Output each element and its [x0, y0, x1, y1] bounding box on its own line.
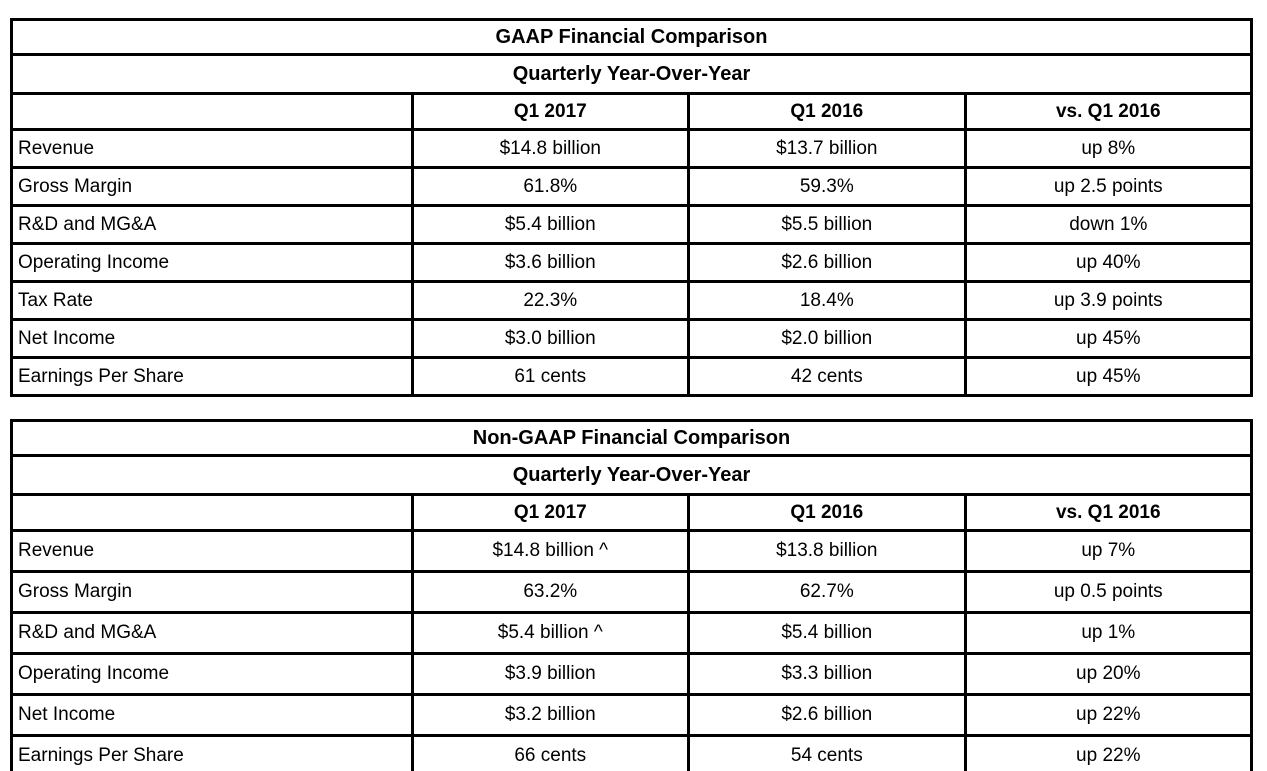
value-q1-2017: 63.2%: [410, 570, 691, 614]
gaap-table: GAAP Financial Comparison Quarterly Year…: [10, 18, 1254, 397]
non-gaap-subtitle-row: Quarterly Year-Over-Year: [10, 454, 1253, 496]
table-row: Earnings Per Share 61 cents 42 cents up …: [10, 356, 1254, 397]
row-label: Gross Margin: [10, 166, 414, 207]
value-q1-2017: $3.2 billion: [410, 693, 691, 737]
value-q1-2016: 62.7%: [687, 570, 967, 614]
table-row: R&D and MG&A $5.4 billion ^ $5.4 billion…: [10, 611, 1254, 655]
column-header-vs-q1-2016: vs. Q1 2016: [963, 493, 1254, 532]
row-label: R&D and MG&A: [10, 611, 414, 655]
value-q1-2016: $5.4 billion: [687, 611, 967, 655]
table-title: Non-GAAP Financial Comparison: [10, 419, 1253, 457]
value-q1-2016: 18.4%: [687, 280, 967, 321]
value-vs-q1-2016: up 22%: [963, 693, 1254, 737]
column-header-vs-q1-2016: vs. Q1 2016: [963, 92, 1254, 131]
table-subtitle: Quarterly Year-Over-Year: [10, 454, 1253, 496]
value-vs-q1-2016: up 2.5 points: [963, 166, 1254, 207]
value-vs-q1-2016: up 40%: [963, 242, 1254, 283]
row-label: Net Income: [10, 318, 414, 359]
value-vs-q1-2016: up 20%: [963, 652, 1254, 696]
value-vs-q1-2016: up 22%: [963, 734, 1254, 771]
column-header-metric: [10, 493, 414, 532]
table-divider-gap: [10, 397, 1253, 419]
value-q1-2017: 66 cents: [410, 734, 691, 771]
value-q1-2017: 61.8%: [410, 166, 691, 207]
table-row: Gross Margin 61.8% 59.3% up 2.5 points: [10, 166, 1254, 207]
table-subtitle: Quarterly Year-Over-Year: [10, 53, 1253, 95]
row-label: Operating Income: [10, 242, 414, 283]
value-q1-2017: $3.9 billion: [410, 652, 691, 696]
table-row: R&D and MG&A $5.4 billion $5.5 billion d…: [10, 204, 1254, 245]
value-vs-q1-2016: up 3.9 points: [963, 280, 1254, 321]
table-row: Tax Rate 22.3% 18.4% up 3.9 points: [10, 280, 1254, 321]
value-q1-2017: $14.8 billion: [410, 128, 691, 169]
value-vs-q1-2016: up 8%: [963, 128, 1254, 169]
value-q1-2016: $2.0 billion: [687, 318, 967, 359]
column-header-q1-2017: Q1 2017: [410, 92, 691, 131]
column-header-q1-2016: Q1 2016: [687, 92, 967, 131]
value-q1-2017: 61 cents: [410, 356, 691, 397]
column-header-metric: [10, 92, 414, 131]
value-q1-2016: $13.8 billion: [687, 529, 967, 573]
row-label: Tax Rate: [10, 280, 414, 321]
row-label: Earnings Per Share: [10, 356, 414, 397]
gaap-header-row: Q1 2017 Q1 2016 vs. Q1 2016: [10, 92, 1254, 131]
row-label: Earnings Per Share: [10, 734, 414, 771]
table-row: Net Income $3.0 billion $2.0 billion up …: [10, 318, 1254, 359]
value-vs-q1-2016: up 1%: [963, 611, 1254, 655]
row-label: Revenue: [10, 529, 414, 573]
row-label: Net Income: [10, 693, 414, 737]
value-q1-2017: $14.8 billion ^: [410, 529, 691, 573]
value-vs-q1-2016: up 45%: [963, 356, 1254, 397]
table-row: Revenue $14.8 billion $13.7 billion up 8…: [10, 128, 1254, 169]
value-q1-2016: $2.6 billion: [687, 693, 967, 737]
value-q1-2016: $13.7 billion: [687, 128, 967, 169]
value-q1-2017: $3.6 billion: [410, 242, 691, 283]
table-title: GAAP Financial Comparison: [10, 18, 1253, 56]
table-row: Revenue $14.8 billion ^ $13.8 billion up…: [10, 529, 1254, 573]
value-vs-q1-2016: up 7%: [963, 529, 1254, 573]
gaap-title-row: GAAP Financial Comparison: [10, 18, 1253, 56]
table-row: Operating Income $3.6 billion $2.6 billi…: [10, 242, 1254, 283]
value-q1-2016: $3.3 billion: [687, 652, 967, 696]
value-q1-2017: $5.4 billion: [410, 204, 691, 245]
value-q1-2017: $3.0 billion: [410, 318, 691, 359]
table-row: Operating Income $3.9 billion $3.3 billi…: [10, 652, 1254, 696]
column-header-q1-2017: Q1 2017: [410, 493, 691, 532]
value-vs-q1-2016: down 1%: [963, 204, 1254, 245]
table-row: Earnings Per Share 66 cents 54 cents up …: [10, 734, 1254, 771]
value-vs-q1-2016: up 0.5 points: [963, 570, 1254, 614]
row-label: Gross Margin: [10, 570, 414, 614]
value-q1-2016: 59.3%: [687, 166, 967, 207]
column-header-q1-2016: Q1 2016: [687, 493, 967, 532]
row-label: Revenue: [10, 128, 414, 169]
value-q1-2016: 42 cents: [687, 356, 967, 397]
value-q1-2016: $5.5 billion: [687, 204, 967, 245]
row-label: R&D and MG&A: [10, 204, 414, 245]
value-q1-2017: $5.4 billion ^: [410, 611, 691, 655]
value-q1-2016: 54 cents: [687, 734, 967, 771]
table-row: Net Income $3.2 billion $2.6 billion up …: [10, 693, 1254, 737]
non-gaap-header-row: Q1 2017 Q1 2016 vs. Q1 2016: [10, 493, 1254, 532]
value-q1-2017: 22.3%: [410, 280, 691, 321]
row-label: Operating Income: [10, 652, 414, 696]
non-gaap-title-row: Non-GAAP Financial Comparison: [10, 419, 1253, 457]
non-gaap-table: Non-GAAP Financial Comparison Quarterly …: [10, 419, 1254, 771]
value-q1-2016: $2.6 billion: [687, 242, 967, 283]
value-vs-q1-2016: up 45%: [963, 318, 1254, 359]
gaap-subtitle-row: Quarterly Year-Over-Year: [10, 53, 1253, 95]
table-row: Gross Margin 63.2% 62.7% up 0.5 points: [10, 570, 1254, 614]
